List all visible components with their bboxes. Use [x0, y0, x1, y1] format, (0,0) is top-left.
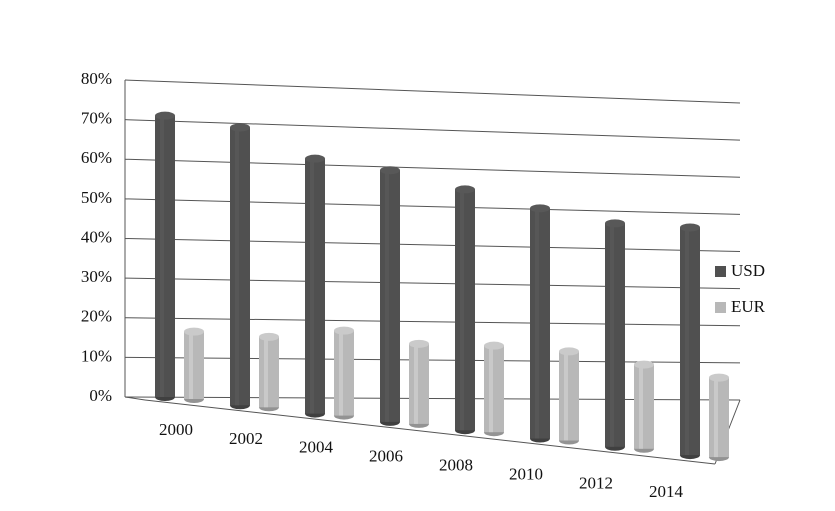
- x-tick-label: 2008: [439, 456, 473, 475]
- bar-highlight: [189, 331, 193, 399]
- legend-swatch: [715, 266, 726, 277]
- y-tick-label: 10%: [81, 346, 112, 365]
- bar: [380, 166, 400, 426]
- bar-body: [680, 227, 700, 456]
- grid-line: [124, 198, 741, 215]
- bar-top: [409, 339, 429, 348]
- bar-highlight: [339, 330, 343, 416]
- grid-line: [124, 238, 741, 252]
- bar-highlight: [264, 336, 268, 408]
- y-tick-label: 30%: [81, 267, 112, 286]
- legend-swatch: [715, 302, 726, 313]
- grid-line: [124, 79, 741, 104]
- bar-body: [559, 351, 579, 441]
- bar-top: [305, 154, 325, 163]
- y-tick-label: 80%: [81, 69, 112, 88]
- bar-body: [530, 208, 550, 439]
- bar: [455, 185, 475, 435]
- axis-line: [124, 396, 146, 401]
- bar-highlight: [310, 158, 314, 414]
- y-tick-label: 60%: [81, 148, 112, 167]
- x-tick-label: 2014: [649, 482, 684, 501]
- bar-highlight: [385, 170, 389, 422]
- x-tick-label: 2010: [509, 464, 543, 483]
- bar-body: [455, 189, 475, 431]
- x-tick-label: 2012: [579, 473, 613, 492]
- bar-top: [184, 327, 204, 336]
- bar: [230, 123, 250, 410]
- bar-body: [230, 127, 250, 406]
- bar-highlight: [610, 223, 614, 447]
- bar: [709, 373, 729, 462]
- bar-top: [484, 341, 504, 350]
- bar-top: [634, 360, 654, 369]
- bar-highlight: [535, 208, 539, 439]
- bar-body: [259, 336, 279, 408]
- bar-highlight: [235, 127, 239, 406]
- x-tick-label: 2004: [299, 438, 334, 457]
- bar-highlight: [414, 343, 418, 424]
- y-tick-label: 50%: [81, 188, 112, 207]
- bar-highlight: [685, 227, 689, 456]
- grid-line: [124, 158, 741, 178]
- bar: [680, 223, 700, 460]
- bar-body: [605, 223, 625, 447]
- x-tick-label: 2000: [159, 420, 193, 439]
- bar: [259, 332, 279, 412]
- bar-top: [680, 223, 700, 232]
- grid-line: [124, 277, 741, 290]
- y-tick-label: 70%: [81, 109, 112, 128]
- bar: [184, 327, 204, 403]
- y-tick-label: 40%: [81, 227, 112, 246]
- bar-top: [230, 123, 250, 132]
- legend-label: USD: [731, 261, 765, 280]
- y-tick-label: 0%: [89, 386, 112, 405]
- bar-body: [155, 115, 175, 397]
- bar-top: [709, 373, 729, 382]
- bar-top: [605, 219, 625, 228]
- bar-highlight: [639, 364, 643, 449]
- bar-highlight: [460, 189, 464, 431]
- y-tick-label: 20%: [81, 307, 112, 326]
- bar-top: [380, 166, 400, 175]
- bar: [484, 341, 504, 437]
- bar: [305, 154, 325, 418]
- grid-line: [124, 317, 741, 327]
- bar-top: [334, 326, 354, 335]
- bar-top: [455, 185, 475, 194]
- bar-body: [305, 158, 325, 414]
- bar: [605, 219, 625, 451]
- legend-label: EUR: [731, 297, 766, 316]
- x-tick-label: 2006: [369, 447, 403, 466]
- bar: [334, 326, 354, 420]
- bar: [409, 339, 429, 428]
- bar: [634, 360, 654, 453]
- bar-top: [559, 347, 579, 356]
- bar-body: [484, 345, 504, 433]
- bar-highlight: [489, 345, 493, 433]
- bar-body: [709, 377, 729, 458]
- bar-highlight: [160, 115, 164, 397]
- bar: [530, 204, 550, 443]
- bar-top: [155, 111, 175, 120]
- bar-highlight: [564, 351, 568, 441]
- bar-highlight: [714, 377, 718, 458]
- bar: [155, 111, 175, 401]
- bar-body: [334, 330, 354, 416]
- bar-body: [409, 343, 429, 424]
- grid-line: [124, 119, 741, 141]
- bar-top: [530, 204, 550, 213]
- bar-body: [634, 364, 654, 449]
- axis-line: [144, 399, 716, 465]
- bar: [559, 347, 579, 445]
- bar-body: [380, 170, 400, 422]
- bar-top: [259, 332, 279, 341]
- bar-body: [184, 331, 204, 399]
- x-tick-label: 2002: [229, 429, 263, 448]
